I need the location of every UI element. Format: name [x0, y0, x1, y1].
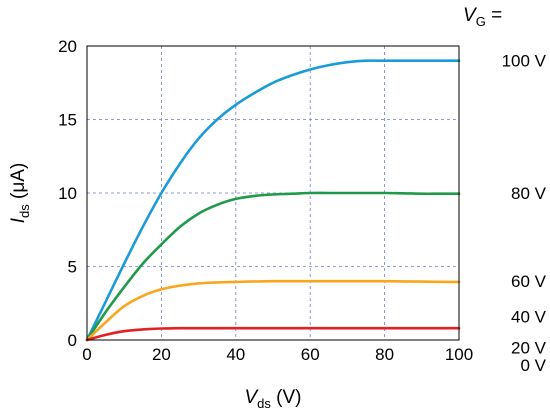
legend-title-symbol: V — [463, 5, 478, 26]
x-tick-label: 80 — [375, 345, 394, 364]
x-axis-subscript: ds — [257, 396, 271, 411]
x-axis-unit: (V) — [271, 387, 302, 408]
x-axis-symbol: V — [244, 387, 259, 408]
series-line-40v — [85, 326, 461, 342]
y-tick-label: 15 — [58, 111, 77, 130]
plot-frame — [86, 45, 460, 341]
series-lines — [85, 59, 461, 342]
gate-voltage-label: 60 V — [511, 272, 547, 291]
gate-voltage-label: 80 V — [511, 184, 547, 203]
gate-voltage-label: 100 V — [502, 52, 547, 71]
y-tick-label: 10 — [58, 184, 77, 203]
series-line-80v — [85, 191, 461, 342]
y-axis-subscript: ds — [17, 204, 32, 218]
x-tick-label: 40 — [226, 345, 245, 364]
y-tick-label: 0 — [68, 331, 77, 350]
y-axis-label: Ids (μA) — [8, 163, 32, 224]
gate-voltage-label: 20 V — [511, 338, 547, 357]
gate-voltage-label: 40 V — [511, 307, 547, 326]
series-line-60v — [85, 279, 461, 342]
gate-voltage-labels: 100 V 80 V 60 V 40 V 20 V0 V — [502, 52, 547, 375]
x-tick-label: 20 — [152, 345, 171, 364]
y-axis-unit: (μA) — [8, 163, 29, 205]
x-tick-label: 100 — [445, 345, 473, 364]
legend-title-subscript: G — [476, 14, 486, 29]
series-line-100v — [85, 59, 461, 342]
legend-title-suffix: = — [486, 5, 502, 26]
x-tick-label: 0 — [82, 345, 91, 364]
y-tick-label: 5 — [68, 258, 77, 277]
x-tick-label: 60 — [301, 345, 320, 364]
legend-title: VG = — [463, 5, 502, 29]
y-tick-labels: 0 5 10 15 20 — [58, 37, 77, 350]
y-tick-label: 20 — [58, 37, 77, 56]
gate-voltage-label: 0 V — [520, 356, 546, 375]
x-axis-label: Vds (V) — [244, 387, 301, 411]
x-tick-labels: 0 20 40 60 80 100 — [82, 345, 473, 364]
y-axis-symbol: I — [8, 217, 29, 223]
